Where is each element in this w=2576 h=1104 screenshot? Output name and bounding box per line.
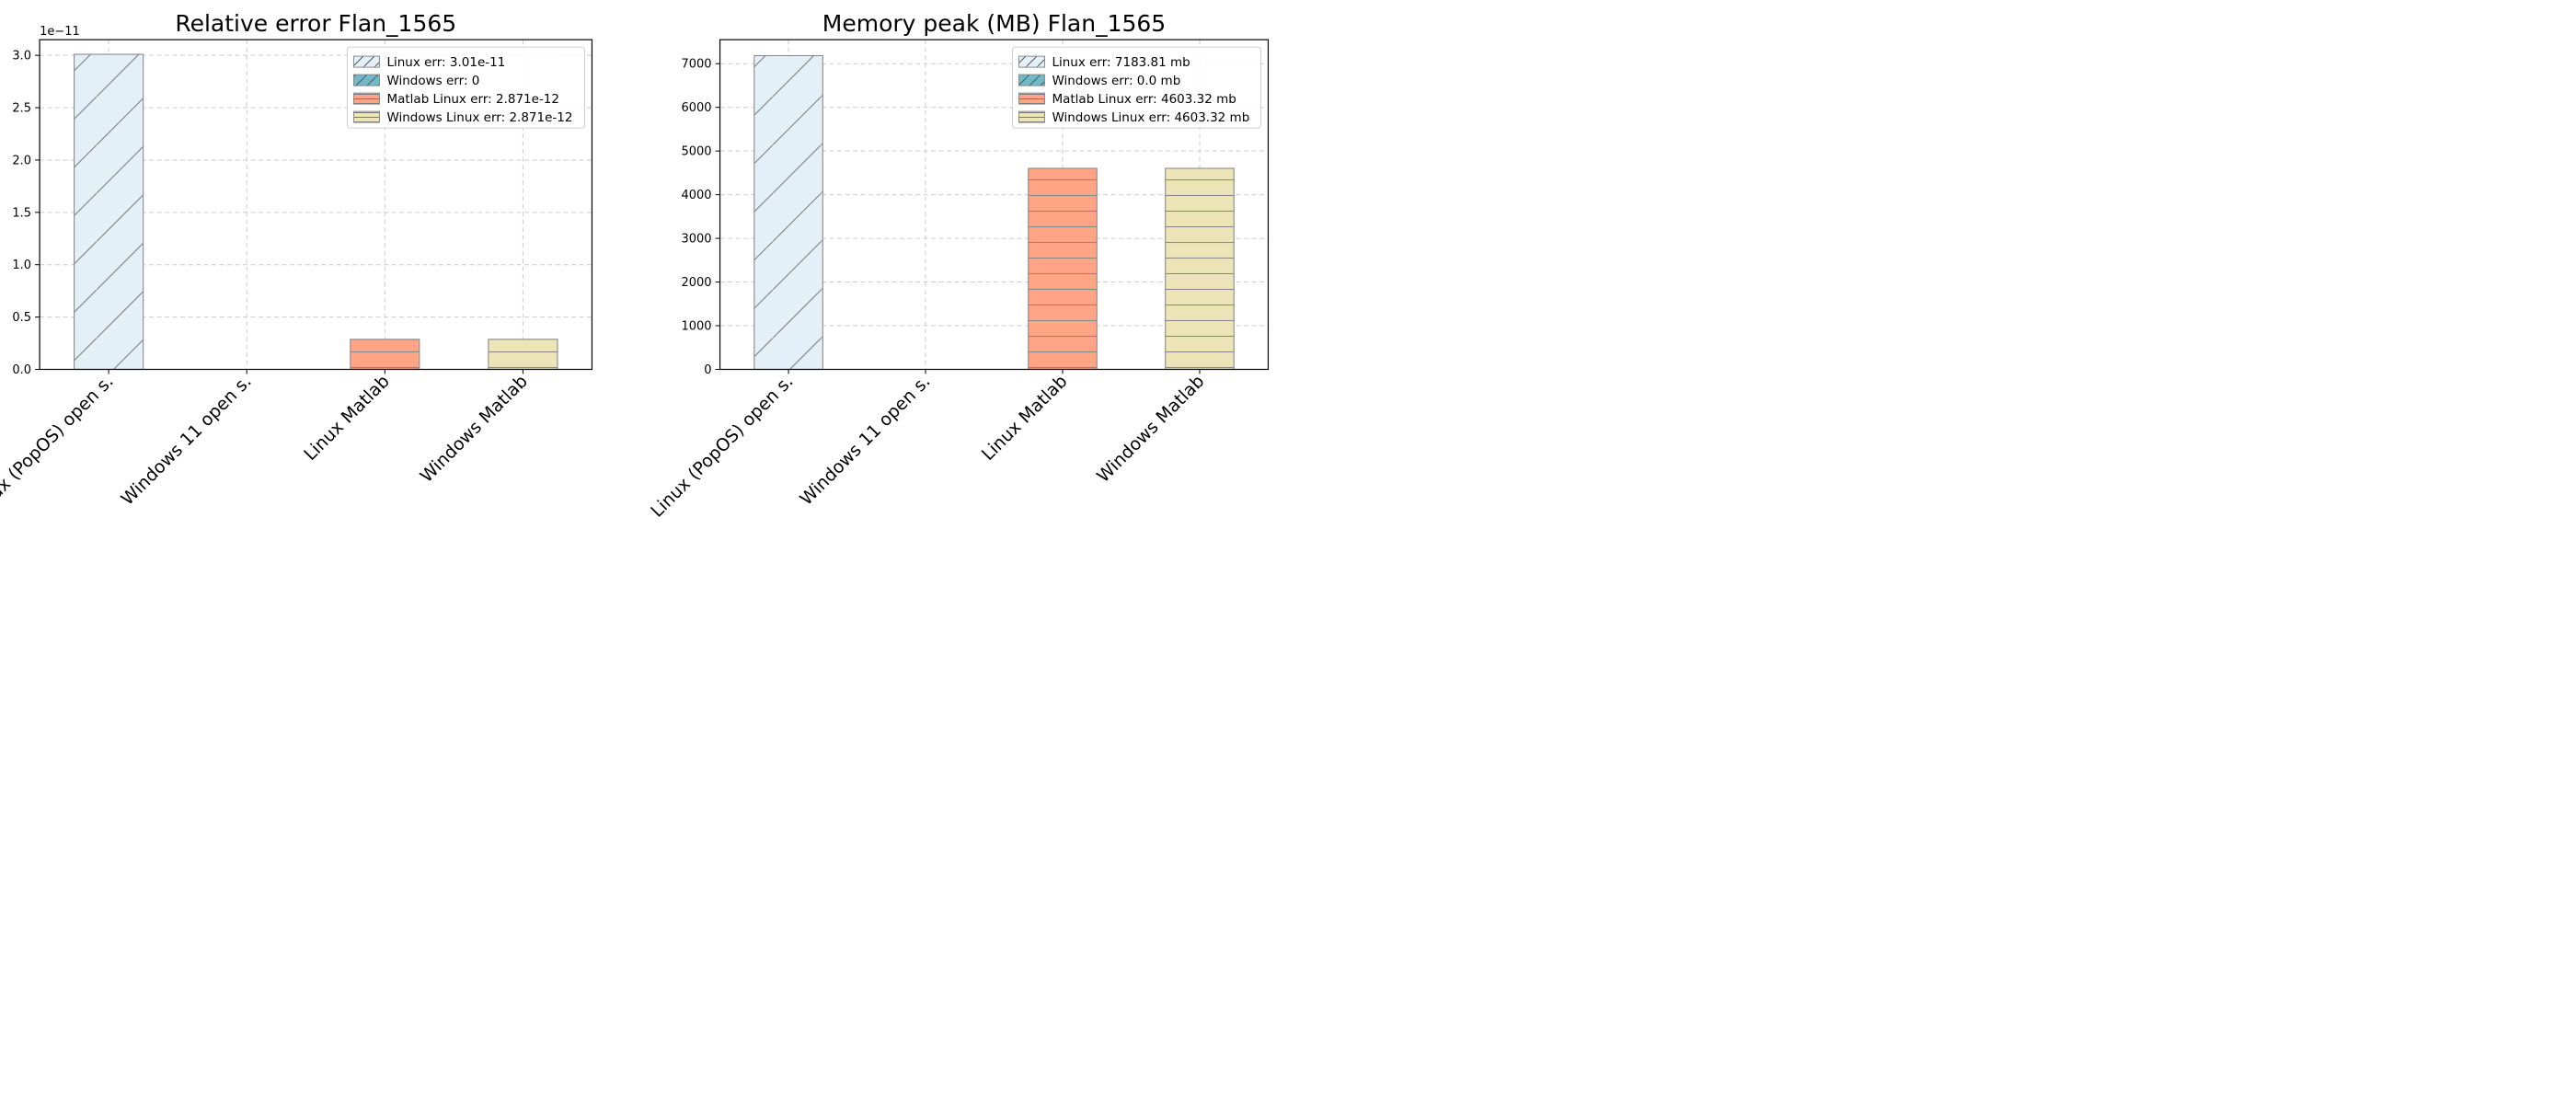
y-tick-label: 2.5 [12,102,31,116]
x-tick-label: Linux Matlab [978,371,1072,465]
legend-swatch-hatch [352,110,380,123]
legend-box [346,46,585,129]
legend-label: Matlab Linux err: 2.871e-12 [386,92,559,107]
y-tick-label: 3.0 [12,50,31,63]
bar-hatch [1165,167,1235,371]
legend-label: Windows Linux err: 2.871e-12 [386,110,572,125]
legend-label: Linux err: 3.01e-11 [386,55,505,70]
x-tick-label: Windows Matlab [1093,371,1208,486]
y-tick-label: 5000 [681,145,711,159]
bar-hatch [488,339,558,371]
x-tick-label: Windows 11 open s. [796,371,934,509]
x-tick-label: Linux Matlab [300,371,394,465]
legend-swatch-hatch [1018,74,1045,86]
y-tick-label: 1.0 [12,259,31,272]
legend-swatch-hatch [1018,55,1045,68]
y-tick-label: 0.5 [12,311,31,325]
figure-canvas: 0.0 0.5 1.0 1.5 2.0 2.5 3.0 Linux (PopOS) open … [0,10,1270,522]
bar-hatch [1028,167,1098,371]
bar-hatch [74,53,144,371]
plot-frame [719,39,1270,371]
legend-swatch-hatch [1018,110,1045,123]
y-offset-label: 1e−11 [40,25,80,39]
y-tick-label: 1000 [681,320,711,334]
y-tick-label: 3000 [681,233,711,247]
legend-swatch-hatch [352,55,380,68]
legend-swatch-hatch [352,92,380,105]
x-tick-label: Linux (PopOS) open s. [0,371,118,521]
memory-peak-chart: 0 1000 2000 3000 4000 5000 6000 7000 Linux (PopO… [647,10,1270,522]
bar-hatch [350,339,420,371]
relative-error-chart: 0.0 0.5 1.0 1.5 2.0 2.5 3.0 Linux (PopOS) open … [0,10,593,522]
x-tick-label: Windows 11 open s. [118,371,256,509]
chart-title: Memory peak (MB) Flan_1565 [822,10,1166,37]
y-tick-label: 6000 [681,101,711,115]
chart-title: Relative error Flan_1565 [175,10,456,37]
legend-label: Windows err: 0.0 mb [1052,74,1180,88]
legend-swatch-hatch [352,74,380,86]
y-tick-label: 2000 [681,276,711,290]
x-tick-label: Windows Matlab [417,371,532,486]
legend-box [1011,46,1261,129]
y-tick-label: 0.0 [12,363,31,377]
legend-swatch-hatch [1018,92,1045,105]
legend-label: Windows err: 0 [386,74,479,88]
y-tick-label: 4000 [681,189,711,202]
y-tick-label: 1.5 [12,206,31,220]
x-tick-label: Linux (PopOS) open s. [647,371,797,521]
y-tick-label: 7000 [681,58,711,72]
legend-label: Windows Linux err: 4603.32 mb [1052,110,1249,125]
y-tick-label: 2.0 [12,154,31,167]
plot-frame [39,39,593,371]
legend-label: Matlab Linux err: 4603.32 mb [1052,92,1236,107]
bar-hatch [753,54,823,371]
y-tick-label: 0 [704,363,711,377]
legend-label: Linux err: 7183.81 mb [1052,55,1190,70]
figure: 0.0 0.5 1.0 1.5 2.0 2.5 3.0 Linux (PopOS) open … [0,0,1288,552]
